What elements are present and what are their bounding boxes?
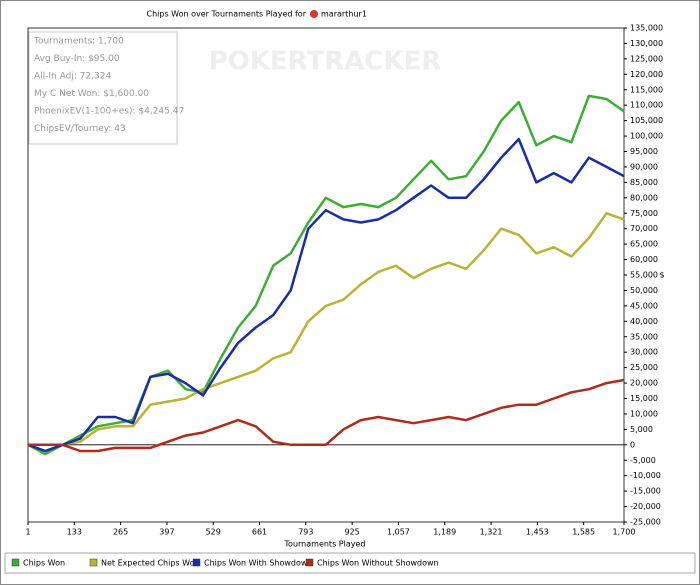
x-tick-label: 1,321	[480, 528, 503, 537]
y-tick-label: 45,000	[630, 301, 658, 310]
y-tick-label: 60,000	[630, 255, 658, 264]
y-tick-label: 100,000	[630, 132, 663, 141]
series-line	[27, 212, 625, 453]
x-tick-label: 1,189	[433, 528, 456, 537]
legend-swatch	[11, 558, 20, 567]
info-line: All-In Adj: 72,324	[34, 72, 111, 82]
player-icon	[310, 10, 318, 18]
legend-swatch	[192, 558, 201, 567]
legend-swatch	[305, 558, 314, 567]
x-tick-label: 1,057	[387, 528, 410, 537]
y-axis-label: $	[659, 271, 664, 280]
legend	[4, 552, 696, 574]
y-tick-label: 75,000	[630, 209, 658, 218]
y-tick-label: 15,000	[630, 394, 658, 403]
legend-swatch	[89, 558, 98, 567]
series-line	[28, 378, 625, 453]
y-tick-label: 0	[630, 440, 635, 449]
y-tick-label: -15,000	[630, 487, 661, 496]
y-tick-label: 95,000	[630, 147, 658, 156]
y-tick-label: -20,000	[630, 502, 661, 511]
chart-title: Chips Won over Tournaments Played for	[147, 10, 307, 19]
y-tick-label: 65,000	[630, 240, 658, 249]
x-tick-label: 1,453	[526, 528, 549, 537]
y-tick-label: 125,000	[630, 54, 663, 63]
x-tick-label: 397	[159, 528, 174, 537]
x-tick-label: 133	[67, 528, 82, 537]
x-tick-label: 925	[344, 528, 359, 537]
legend-label: Net Expected Chips Won	[101, 559, 200, 568]
legend-label: Chips Won Without Showdown	[317, 559, 439, 568]
y-tick-label: 70,000	[630, 224, 658, 233]
info-line: Tournaments: 1,700	[33, 37, 124, 47]
player-name: mararthur1	[321, 10, 367, 19]
x-tick-label: 793	[298, 528, 313, 537]
y-tick-label: 90,000	[630, 162, 658, 171]
y-tick-label: -25,000	[630, 518, 661, 527]
y-tick-label: 35,000	[630, 332, 658, 341]
legend-label: Chips Won	[23, 559, 65, 568]
y-tick-label: 20,000	[630, 379, 658, 388]
info-box: Tournaments: 1,700 Avg Buy-In: $95.00 All-…	[28, 31, 184, 145]
x-tick-label: 1,585	[572, 528, 595, 537]
x-tick-label: 1,700	[613, 528, 636, 537]
info-line: My C Net Won: $1,600.00	[34, 89, 149, 99]
y-tick-label: 10,000	[630, 409, 658, 418]
y-tick-label: -5,000	[630, 456, 656, 465]
x-tick-label: 265	[113, 528, 128, 537]
x-tick-label: 661	[252, 528, 267, 537]
y-tick-label: 50,000	[630, 286, 658, 295]
y-tick-label: 120,000	[630, 70, 663, 79]
info-line: ChipsEV/Tourney: 43	[34, 124, 126, 134]
x-tick-label: 1	[25, 528, 30, 537]
watermark: POKERTRACKER	[209, 47, 442, 77]
y-tick-label: -10,000	[630, 471, 661, 480]
x-tick-label: 529	[206, 528, 221, 537]
info-line: Avg Buy-In: $95.00	[34, 54, 120, 64]
y-tick-label: 40,000	[630, 317, 658, 326]
y-tick-label: 135,000	[630, 24, 663, 33]
y-tick-label: 25,000	[630, 363, 658, 372]
y-tick-label: 80,000	[630, 193, 658, 202]
y-tick-label: 85,000	[630, 178, 658, 187]
y-tick-label: 110,000	[630, 101, 663, 110]
x-axis-label: Tournaments Played	[284, 540, 366, 549]
y-tick-label: 55,000	[630, 271, 658, 280]
y-tick-label: 105,000	[630, 116, 663, 125]
y-tick-label: 130,000	[630, 39, 663, 48]
legend-label: Chips Won With Showdown	[204, 559, 313, 568]
info-line: PhoenixEV(1-100+es): $4,245.47	[34, 107, 184, 117]
y-tick-label: 5,000	[630, 425, 653, 434]
series-line	[27, 137, 625, 453]
y-tick-label: 30,000	[630, 348, 658, 357]
info-box-frame	[28, 31, 178, 145]
y-tick-label: 115,000	[630, 85, 663, 94]
